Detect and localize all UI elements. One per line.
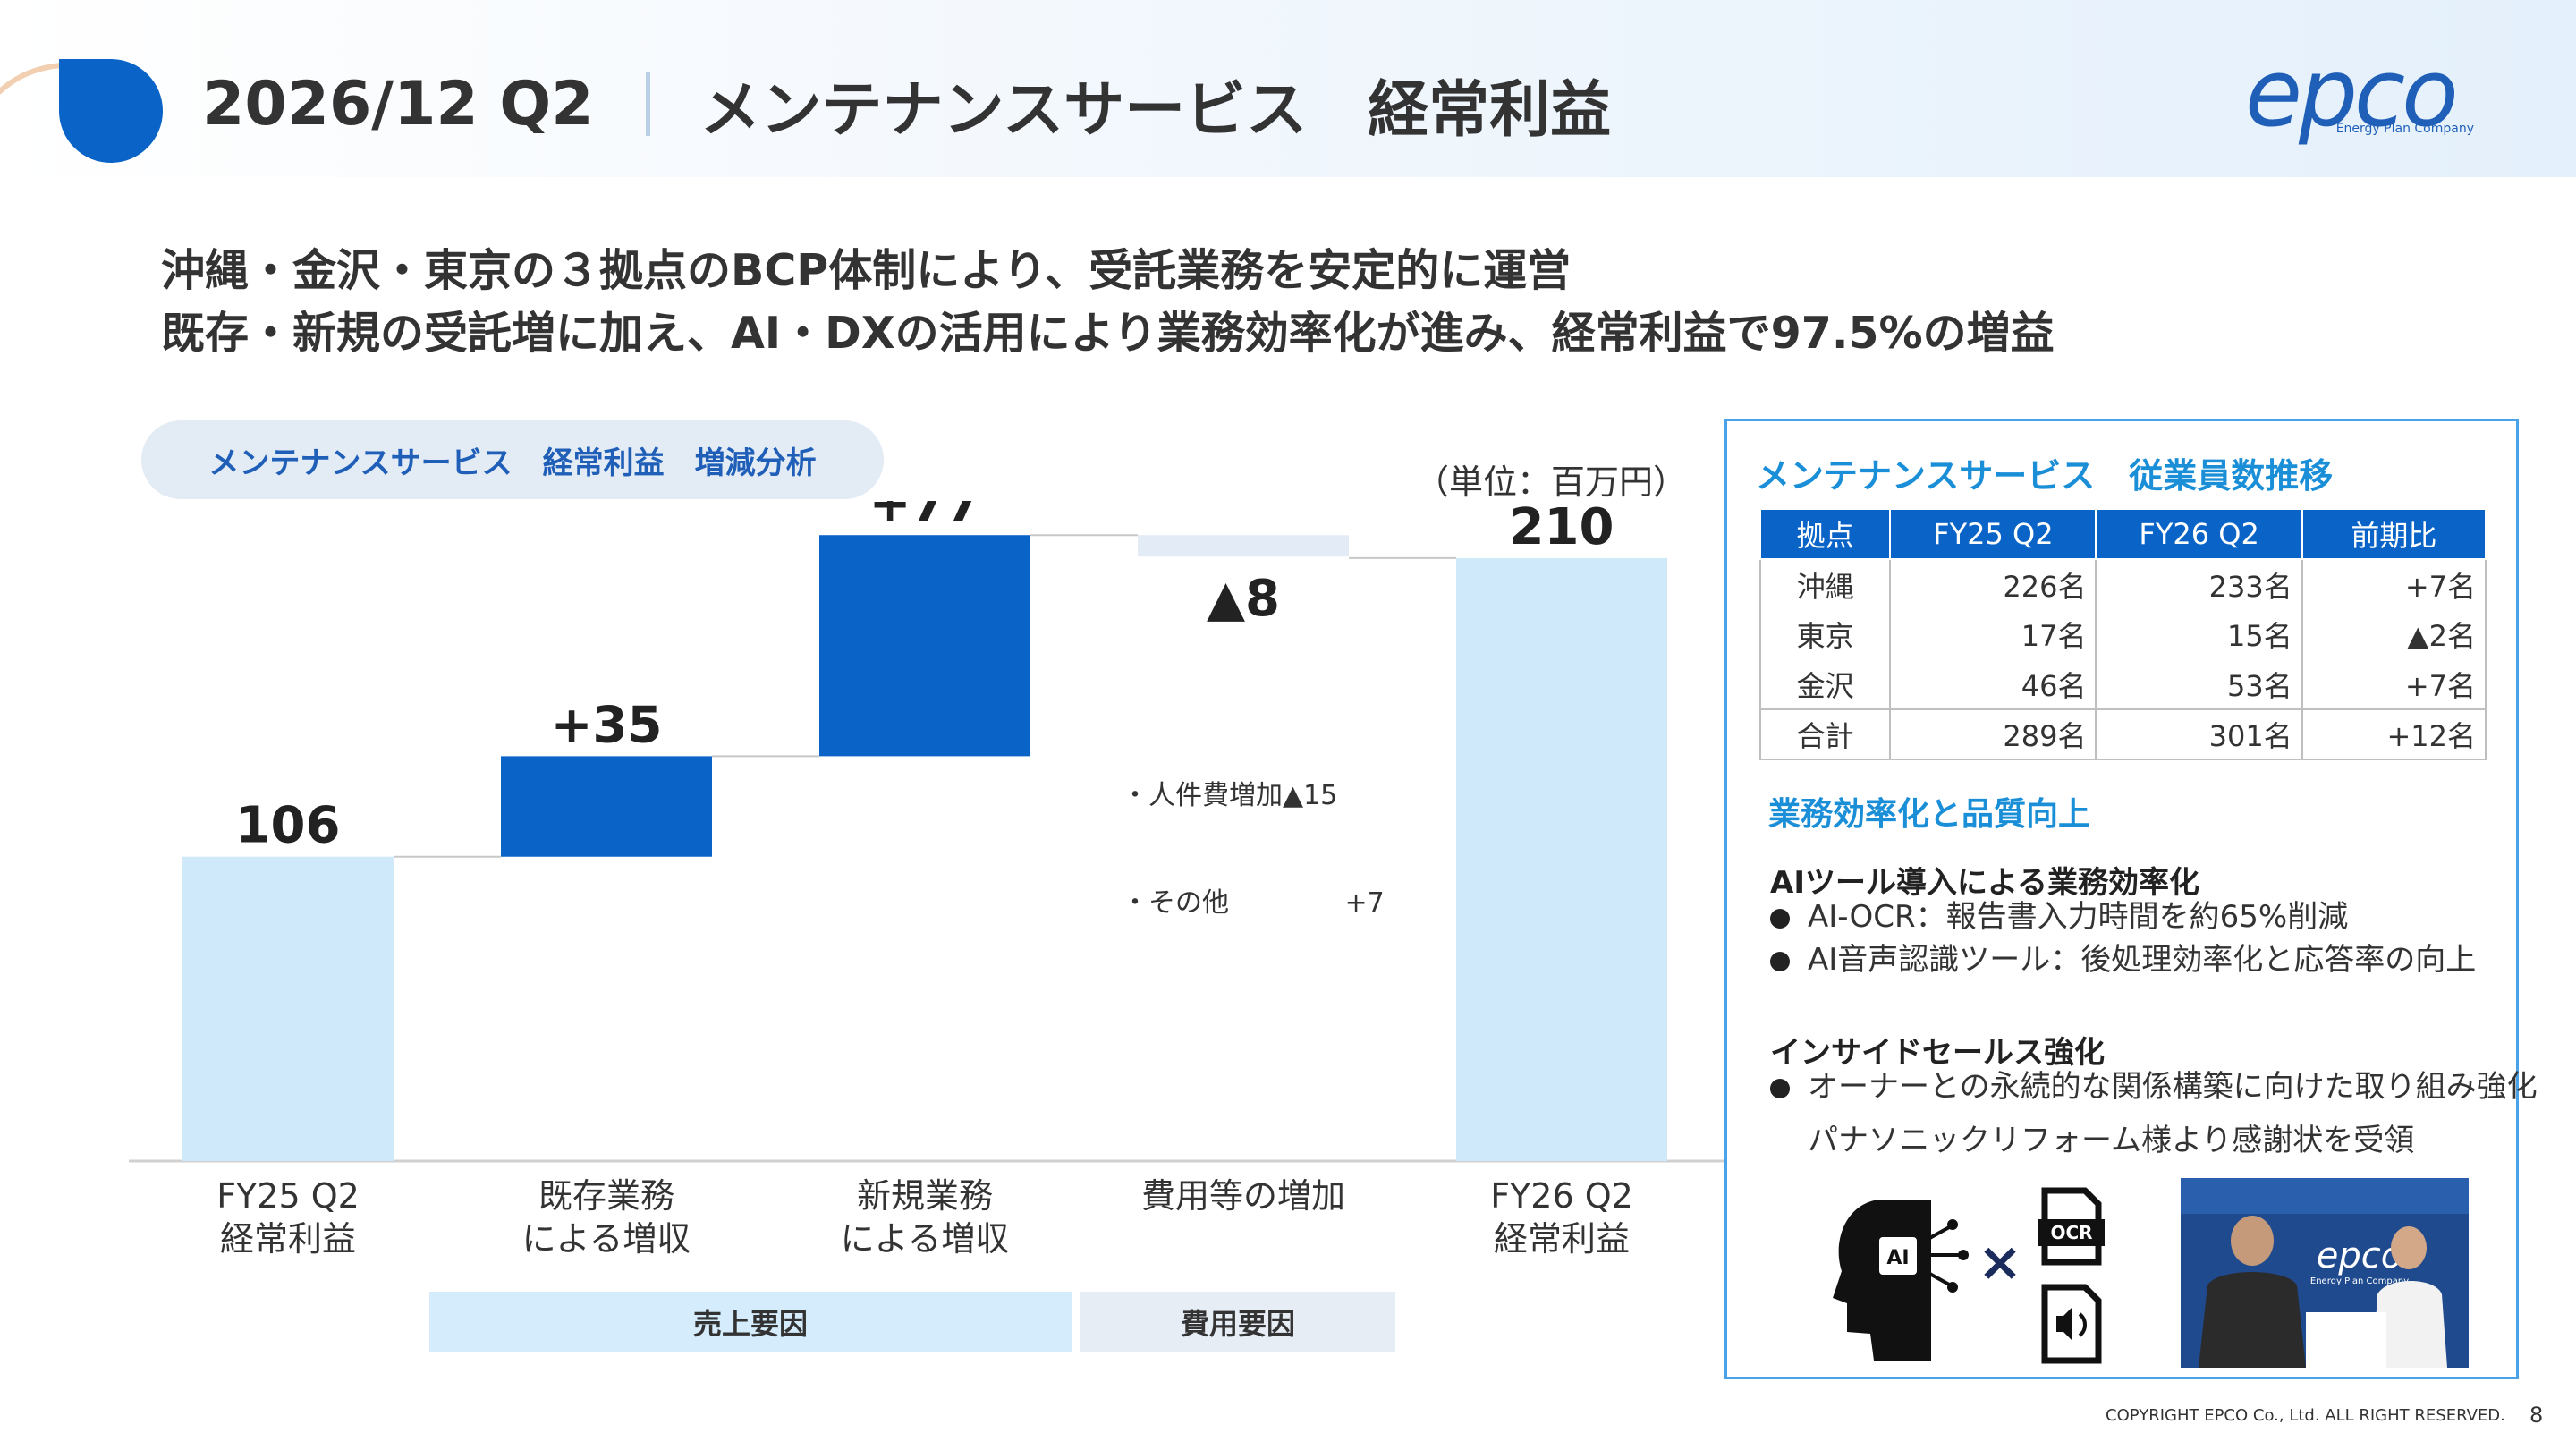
col-header: 前期比 <box>2301 508 2487 560</box>
ocr-document-icon: OCR <box>2038 1187 2105 1266</box>
table-cell: 289名 <box>1889 708 2097 759</box>
col-header: FY26 Q2 <box>2095 508 2303 560</box>
table-cell: 46名 <box>1889 659 2097 709</box>
svg-text:AI: AI <box>1886 1247 1909 1269</box>
brand-drop-icon <box>59 59 163 163</box>
data-label-0: 106 <box>236 797 341 855</box>
bullet-dot-icon <box>1770 951 1790 971</box>
bar-2 <box>819 535 1030 757</box>
category-label-1: 既存業務 <box>538 1176 674 1216</box>
data-label-3: ▲8 <box>1207 570 1280 628</box>
table-cell: 合計 <box>1758 708 1892 759</box>
data-label-4: 210 <box>1510 501 1614 556</box>
page-title: 2026/12 Q2 メンテナンスサービス 経常利益 <box>202 59 1611 148</box>
svg-text:Energy Plan Company: Energy Plan Company <box>2310 1276 2409 1286</box>
table-row: 沖縄 226名 233名 +7名 <box>1758 559 2487 609</box>
category-label-4: FY26 Q2 <box>1490 1176 1633 1216</box>
category-label-2: 新規業務 <box>857 1176 993 1216</box>
table-cell: 301名 <box>2095 708 2303 759</box>
employee-table: 拠点 FY25 Q2 FY26 Q2 前期比 沖縄 226名 233名 +7名 … <box>1758 508 2487 760</box>
table-row: 東京 17名 15名 ▲2名 <box>1758 609 2487 659</box>
table-cell: 金沢 <box>1758 659 1892 709</box>
table-cell: +7名 <box>2301 559 2487 609</box>
ai-tools-heading: AIツール導入による業務効率化 <box>1770 865 2199 901</box>
bar-4 <box>1456 557 1667 1161</box>
bar-0 <box>182 856 394 1161</box>
table-cell: 15名 <box>2095 609 2303 659</box>
unit-label: （単位：百万円） <box>1415 462 1688 502</box>
svg-text:OCR: OCR <box>2050 1222 2092 1243</box>
cross-symbol: × <box>1978 1231 2022 1293</box>
bullet-text: AI-OCR：報告書入力時間を約65%削減 <box>1808 899 2349 935</box>
table-cell: 53名 <box>2095 659 2303 709</box>
chart-title-pill: メンテナンスサービス 経常利益 増減分析 <box>141 420 884 499</box>
table-cell: 17名 <box>1889 609 2097 659</box>
header-bar: 2026/12 Q2 メンテナンスサービス 経常利益 epco Energy P… <box>0 0 2576 177</box>
bar-3 <box>1138 535 1349 557</box>
category-label-0: FY25 Q2 <box>216 1176 360 1216</box>
section-title: メンテナンスサービス 経常利益 <box>699 74 1612 146</box>
company-logo: epco Energy Plan Company <box>2245 38 2487 148</box>
bullet-dot-icon <box>1770 908 1790 929</box>
voice-document-icon <box>2041 1284 2102 1364</box>
bullet-item: AI音声認識ツール：後処理効率化と応答率の向上 <box>1770 938 2476 981</box>
efficiency-subtitle: 業務効率化と品質向上 <box>1768 796 2091 833</box>
lead-line-1: 沖縄・金沢・東京の３拠点のBCP体制により、受託業務を安定的に運営 <box>161 245 1572 296</box>
title-divider <box>645 72 650 136</box>
employee-panel: メンテナンスサービス 従業員数推移 拠点 FY25 Q2 FY26 Q2 前期比… <box>1724 419 2538 1379</box>
col-header: FY25 Q2 <box>1889 508 2097 560</box>
lead-text: 沖縄・金沢・東京の３拠点のBCP体制により、受託業務を安定的に運営 既存・新規の… <box>161 240 2055 365</box>
data-label-1: +35 <box>551 696 663 754</box>
table-cell: +7名 <box>2301 659 2487 709</box>
bullet-continuation: パナソニックリフォーム様より感謝状を受領 <box>1808 1123 2415 1158</box>
panel-title: メンテナンスサービス 従業員数推移 <box>1756 456 2334 496</box>
table-cell: 226名 <box>1889 559 2097 609</box>
bullet-item: AI-OCR：報告書入力時間を約65%削減 <box>1770 895 2348 938</box>
note-line-2: ・その他 +7 <box>1122 887 1385 919</box>
category-label-2: による増収 <box>841 1219 1010 1259</box>
ai-ocr-voice-graphic: AI × OCR <box>1833 1187 2105 1364</box>
logo-tagline: Energy Plan Company <box>2335 122 2474 136</box>
inside-sales-heading: インサイドセールス強化 <box>1770 1035 2105 1071</box>
cost-breakdown-note: ・人件費増加▲15 ・その他 +7 <box>1122 707 1385 957</box>
award-photo: epco Energy Plan Company <box>2181 1178 2469 1368</box>
bullet-dot-icon <box>1770 1078 1790 1098</box>
table-header-row: 拠点 FY25 Q2 FY26 Q2 前期比 <box>1758 508 2487 560</box>
table-row: 金沢 46名 53名 +7名 <box>1758 659 2487 709</box>
award-photo-image: epco Energy Plan Company <box>2181 1178 2469 1368</box>
svg-text:epco: epco <box>2317 1235 2402 1276</box>
table-cell: 沖縄 <box>1758 559 1892 609</box>
category-label-0: 経常利益 <box>220 1219 356 1259</box>
bullet-text: オーナーとの永続的な関係構築に向けた取り組み強化 <box>1808 1069 2538 1105</box>
bullet-text: AI音声認識ツール：後処理効率化と応答率の向上 <box>1808 942 2477 978</box>
lead-line-2: 既存・新規の受託増に加え、AI・DXの活用により業務効率化が進み、経常利益で97… <box>161 308 2055 359</box>
note-line-1: ・人件費増加▲15 <box>1122 780 1338 811</box>
category-label-1: による増収 <box>522 1219 691 1259</box>
col-header: 拠点 <box>1758 508 1892 560</box>
table-total-row: 合計 289名 301名 +12名 <box>1758 708 2487 759</box>
table-cell: 東京 <box>1758 609 1892 659</box>
category-label-4: 経常利益 <box>1494 1219 1630 1259</box>
bar-1 <box>501 756 712 857</box>
period-label: 2026/12 Q2 <box>202 68 594 140</box>
table-cell: ▲2名 <box>2301 609 2487 659</box>
ai-head-icon: AI <box>1833 1200 1969 1361</box>
cost-factor-band: 費用要因 <box>1080 1292 1395 1352</box>
data-label-2: +77 <box>869 501 981 533</box>
sales-factor-band: 売上要因 <box>429 1292 1072 1352</box>
logo-wordmark: epco <box>2245 38 2459 148</box>
page-number: 8 <box>2529 1403 2544 1428</box>
table-cell: 233名 <box>2095 559 2303 609</box>
table-cell: +12名 <box>2301 708 2487 759</box>
category-label-3: 費用等の増加 <box>1141 1176 1345 1216</box>
copyright-footer: COPYRIGHT EPCO Co., Ltd. ALL RIGHT RESER… <box>2106 1406 2505 1425</box>
bullet-item: オーナーとの永続的な関係構築に向けた取り組み強化 <box>1770 1065 2538 1108</box>
